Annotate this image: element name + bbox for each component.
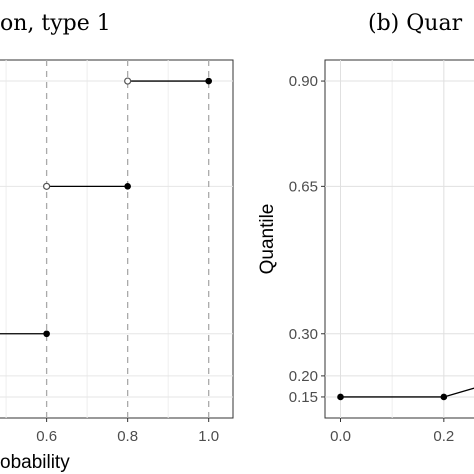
right-grid xyxy=(325,60,474,418)
left-plot-area xyxy=(0,59,234,419)
right-y-axis-label: Quantile xyxy=(257,204,278,275)
left-closed-point xyxy=(43,330,50,338)
left-dashed-lines xyxy=(45,60,210,418)
left-step-segments xyxy=(0,77,212,338)
left-x-ticks: 0.6 0.8 1.0 xyxy=(36,418,219,445)
right-x-tick-label: 0.2 xyxy=(433,428,454,445)
right-y-tick-label: 0.15 xyxy=(289,389,318,406)
left-closed-point xyxy=(124,183,131,190)
left-panel-title: on, type 1 xyxy=(0,11,111,36)
left-x-tick-label: 1.0 xyxy=(198,428,219,445)
right-quantile-series xyxy=(337,387,474,401)
right-x-tick-label: 0.0 xyxy=(330,428,351,445)
left-x-tick-label: 0.8 xyxy=(117,428,138,445)
right-y-tick-label: 0.90 xyxy=(289,73,318,90)
right-series-point xyxy=(440,393,448,401)
left-x-axis-label: obability xyxy=(0,452,70,473)
left-open-point xyxy=(43,182,51,190)
left-open-point xyxy=(124,77,132,85)
right-y-ticks: 0.15 0.20 0.30 0.65 0.90 xyxy=(289,73,325,406)
right-panel: 0.15 0.20 0.30 0.65 0.90 0.0 0.2 Quantile xyxy=(257,59,474,445)
left-panel: 0.6 0.8 1.0 obability xyxy=(0,59,234,473)
right-plot-area xyxy=(324,59,474,419)
right-x-ticks: 0.0 0.2 xyxy=(330,418,454,445)
left-x-tick-label: 0.6 xyxy=(36,428,57,445)
right-y-tick-label: 0.30 xyxy=(289,326,318,343)
right-series-point xyxy=(337,393,344,401)
right-y-tick-label: 0.20 xyxy=(289,368,318,385)
right-panel-title: (b) Quar xyxy=(368,11,463,36)
right-y-tick-label: 0.65 xyxy=(289,178,318,195)
left-closed-point xyxy=(205,77,212,85)
